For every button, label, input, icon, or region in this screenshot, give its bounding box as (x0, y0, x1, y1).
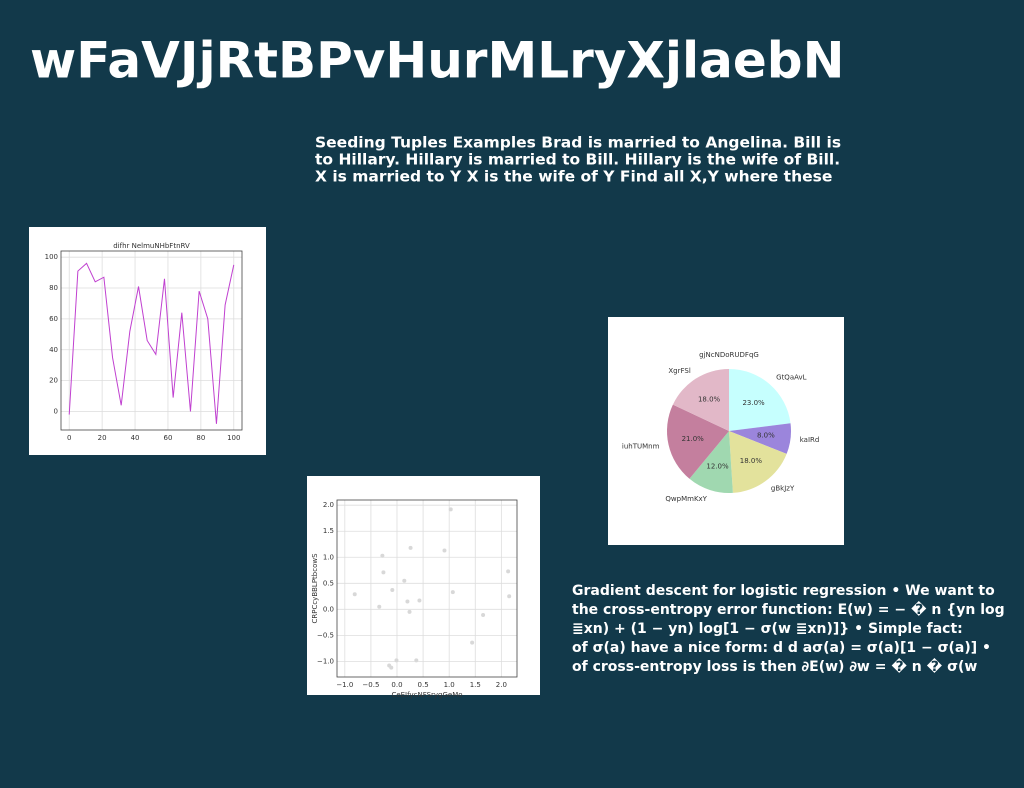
pie-value-label: 23.0% (742, 399, 765, 407)
y-tick-label: −0.5 (317, 631, 334, 639)
scatter-point (507, 594, 512, 599)
scatter-point (394, 658, 399, 663)
pie-slice (729, 423, 791, 454)
y-tick-label: 0 (54, 407, 58, 415)
y-tick-label: 80 (49, 284, 58, 292)
pie-label: kaIRd (800, 436, 820, 444)
pie-value-label: 8.0% (757, 432, 775, 440)
scatter-point (389, 665, 394, 670)
scatter-point (405, 599, 410, 604)
plot-frame (60, 250, 243, 431)
pie-value-label: 12.0% (706, 462, 729, 470)
paragraph-line: of cross-entropy loss is then ∂E(w) ∂w =… (572, 658, 977, 675)
scatter-point (481, 613, 486, 618)
paragraph-line: the cross-entropy error function: E(w) =… (572, 601, 1005, 618)
paragraph-line: X is married to Y X is the wife of Y Fin… (315, 168, 832, 186)
scatter-point (417, 598, 422, 603)
pie-slice (729, 431, 787, 493)
pie-label: GtQaAvL (776, 374, 806, 382)
paragraph-line: of σ(a) have a nice form: d d aσ(a) = σ(… (572, 640, 991, 656)
scatter-point (414, 658, 419, 663)
pie-label: iuhTUMnm (622, 443, 660, 451)
slide-title: wFaVJjRtBPvHurMLryXjlaebN (30, 32, 844, 90)
y-tick-label: 20 (49, 377, 58, 385)
x-tick-label: 0 (67, 434, 71, 442)
y-tick-label: 2.0 (323, 501, 334, 509)
scatter-point (402, 578, 407, 583)
x-tick-label: 60 (163, 434, 172, 442)
chart-title: gjNcNDoRUDFqG (699, 351, 759, 359)
x-tick-label: −1.0 (336, 681, 353, 689)
x-tick-label: 100 (227, 434, 240, 442)
scatter-point (450, 590, 455, 595)
x-tick-label: 0.0 (391, 681, 402, 689)
chart-title: difhr NelmuNHbFtnRV (113, 242, 190, 250)
x-tick-label: 20 (98, 434, 107, 442)
y-axis-label: CRPCcyBBLPtbcowS (311, 553, 319, 624)
y-tick-label: 0.5 (323, 579, 334, 587)
y-tick-label: 40 (49, 346, 58, 354)
scatter-point (407, 609, 412, 614)
pie-label: XgrFSl (668, 367, 690, 375)
x-tick-label: 1.5 (470, 681, 481, 689)
pie-label: QwpMmKxY (665, 495, 707, 503)
scatter-point (408, 545, 413, 550)
pie-slice (729, 369, 791, 431)
x-tick-label: 2.0 (496, 681, 507, 689)
scatter-point (390, 588, 395, 593)
x-axis-label: CeEIfycNFSrygGeMo (391, 691, 462, 699)
scatter-point (377, 604, 382, 609)
line-series (68, 262, 235, 424)
y-tick-label: 1.0 (323, 553, 334, 561)
y-tick-label: −1.0 (317, 657, 334, 665)
pie-slice (689, 431, 733, 493)
x-tick-label: −0.5 (362, 681, 379, 689)
y-tick-label: 1.5 (323, 527, 334, 535)
plot-frame (336, 499, 518, 678)
scatter-point (442, 548, 447, 553)
x-tick-label: 80 (196, 434, 205, 442)
x-tick-label: 40 (131, 434, 140, 442)
chart-frame (307, 476, 540, 695)
scatter-point (506, 569, 511, 574)
pie-label: gBkJzY (771, 485, 795, 493)
y-tick-label: 100 (45, 253, 58, 261)
x-tick-label: 0.5 (418, 681, 429, 689)
paragraph-line: ≣xn) + (1 − yn) log[1 − σ(w ≣xn)]} • Sim… (572, 621, 963, 637)
pie-slice (672, 369, 729, 431)
scatter-point (381, 570, 386, 575)
scatter-point (448, 507, 453, 512)
pie-value-label: 18.0% (698, 396, 721, 404)
pie-value-label: 21.0% (682, 435, 705, 443)
paragraph-line: Seeding Tuples Examples Brad is married … (315, 134, 841, 152)
scatter-point (470, 640, 475, 645)
pie-value-label: 18.0% (740, 457, 763, 465)
pie-slice (667, 404, 729, 479)
paragraph-line: Gradient descent for logistic regression… (572, 583, 995, 599)
y-tick-label: 0.0 (323, 605, 334, 613)
paragraph-line: to Hillary. Hillary is married to Bill. … (315, 151, 840, 169)
y-tick-label: 60 (49, 315, 58, 323)
x-tick-label: 1.0 (444, 681, 455, 689)
scatter-point (380, 553, 385, 558)
scatter-point (352, 592, 357, 597)
